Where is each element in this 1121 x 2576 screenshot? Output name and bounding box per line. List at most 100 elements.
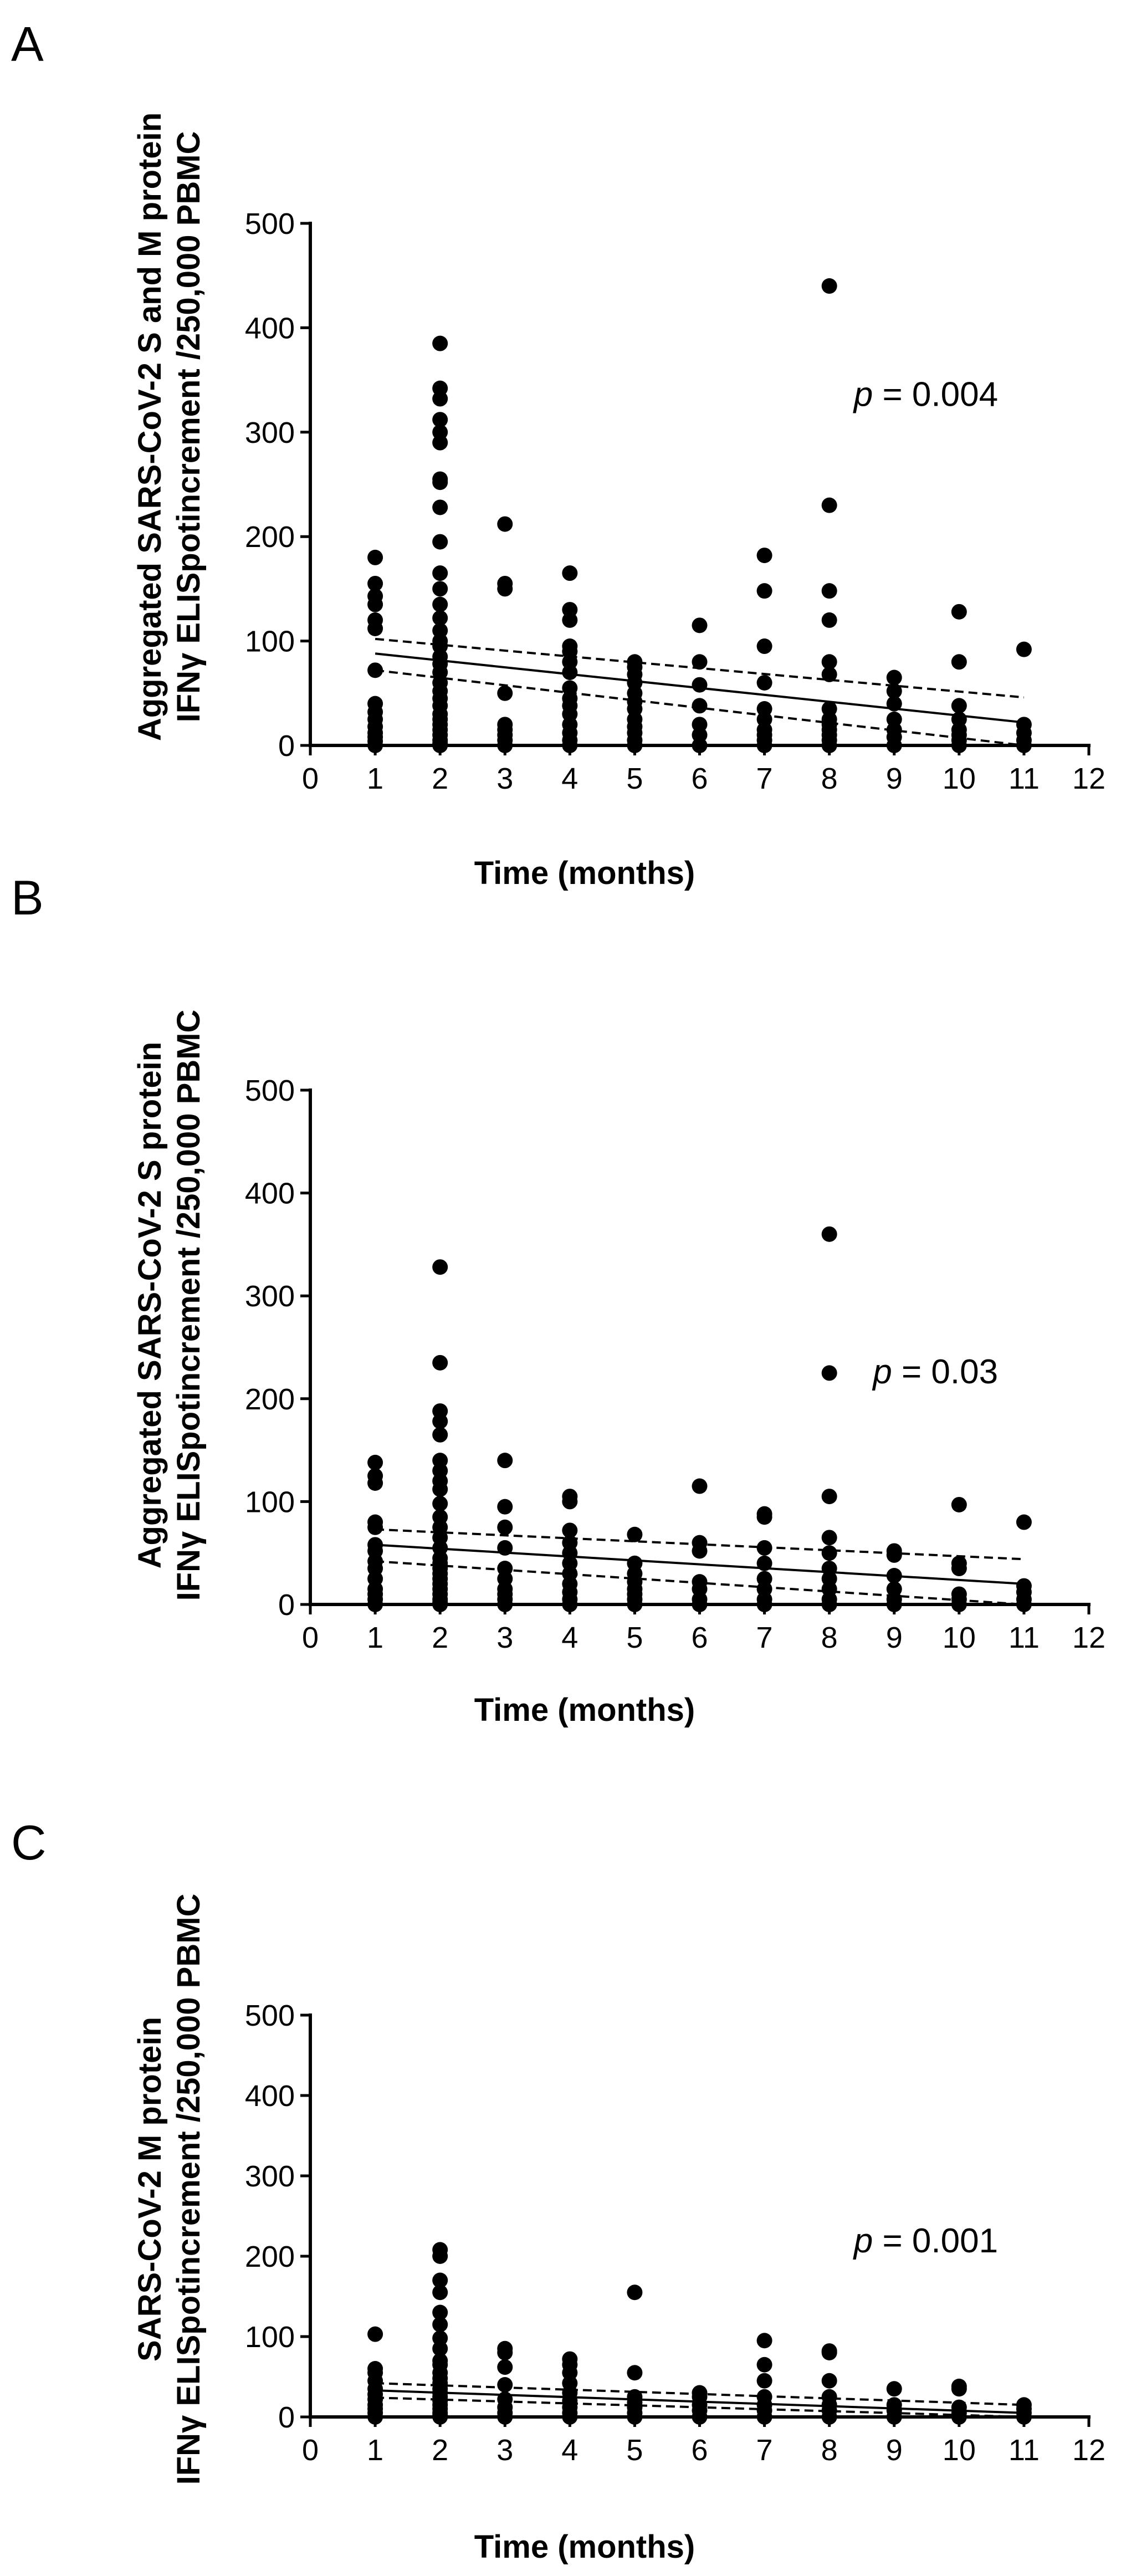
data-point (497, 1540, 513, 1556)
data-point (367, 596, 383, 612)
data-point (627, 2365, 643, 2381)
x-tick-label: 12 (1072, 1621, 1105, 1654)
panel-b: B Aggregated SARS-CoV-2 S protein IFNγ E… (11, 870, 1105, 1728)
x-tick-label: 7 (756, 762, 773, 795)
data-point (756, 2373, 772, 2389)
data-point (562, 565, 578, 581)
y-tick-label: 400 (245, 1177, 295, 1210)
x-tick-label: 0 (302, 2434, 319, 2467)
x-tick-label: 1 (367, 762, 383, 795)
data-point (562, 738, 578, 753)
data-point (886, 683, 902, 699)
data-point (432, 1496, 448, 1512)
x-tick-label: 8 (821, 2434, 838, 2467)
data-point (821, 654, 837, 670)
p-value-label: p = 0.001 (853, 2222, 998, 2260)
data-point (432, 581, 448, 597)
data-point (951, 2409, 967, 2425)
y-axis-title-line1: Aggregated SARS-CoV-2 S and M protein (132, 113, 168, 741)
data-point (562, 1494, 578, 1510)
data-point (432, 534, 448, 550)
data-point (367, 2409, 383, 2425)
data-point (432, 391, 448, 407)
data-point (756, 1509, 772, 1525)
y-tick-label: 0 (278, 2401, 295, 2434)
data-point (562, 1522, 578, 1539)
x-tick-label: 10 (943, 1621, 976, 1654)
p-value-label: p = 0.004 (853, 376, 998, 414)
data-point (886, 696, 902, 712)
y-axis-title-line1: Aggregated SARS-CoV-2 S protein (132, 1042, 168, 1569)
data-point (432, 2248, 448, 2264)
data-point (756, 738, 772, 753)
y-tick-label: 300 (245, 416, 295, 449)
data-point (821, 1226, 837, 1242)
p-value-text: = 0.03 (892, 1353, 998, 1391)
y-tick-label: 500 (245, 1999, 295, 2032)
p-value-text: = 0.004 (873, 376, 998, 414)
data-point (692, 1543, 708, 1559)
data-point (367, 549, 383, 565)
data-point (432, 2409, 448, 2425)
data-point (886, 1597, 902, 1612)
x-tick-label: 3 (496, 762, 513, 795)
data-point (1016, 738, 1032, 753)
data-point (497, 1453, 513, 1469)
data-point (432, 1597, 448, 1612)
data-point (821, 2409, 837, 2425)
data-point (756, 1555, 772, 1571)
data-point (367, 1519, 383, 1535)
panel-a: A Aggregated SARS-CoV-2 S and M protein … (11, 17, 1105, 891)
x-tick-label: 5 (626, 1621, 643, 1654)
data-point (432, 474, 448, 490)
x-tick-label: 2 (432, 1621, 448, 1654)
data-point (627, 2284, 643, 2301)
data-point (367, 738, 383, 753)
data-point (497, 1499, 513, 1515)
data-point (886, 738, 902, 753)
data-point (562, 665, 578, 681)
data-point (821, 2345, 837, 2360)
data-point (886, 669, 902, 686)
data-point (756, 583, 772, 599)
data-point (367, 1475, 383, 1491)
data-point (367, 662, 383, 678)
y-tick-label: 300 (245, 2160, 295, 2193)
p-value-symbol: p (853, 376, 873, 414)
data-point (497, 2359, 513, 2375)
x-tick-label: 9 (886, 762, 903, 795)
data-point (627, 738, 643, 753)
data-point (562, 2409, 578, 2425)
data-point (886, 2381, 902, 2397)
data-point (627, 1597, 643, 1612)
data-point (756, 548, 772, 564)
data-point (951, 738, 967, 753)
x-tick-label: 6 (691, 1621, 708, 1654)
x-tick-label: 4 (561, 762, 578, 795)
data-point (951, 698, 967, 714)
x-tick-label: 0 (302, 762, 319, 795)
data-point (692, 698, 708, 714)
data-point (497, 738, 513, 753)
data-point (821, 1597, 837, 1612)
x-axis-title: Time (months) (474, 2529, 695, 2565)
data-point (692, 617, 708, 633)
x-tick-label: 7 (756, 2434, 773, 2467)
data-point (821, 278, 837, 294)
data-point (951, 604, 967, 620)
data-point (692, 654, 708, 670)
data-point (692, 2409, 708, 2425)
data-point (821, 2373, 837, 2389)
y-axis-title-line2: IFNγ ELISpotincrement /250,000 PBMC (171, 131, 207, 723)
data-point (951, 1496, 967, 1512)
data-point (756, 1540, 772, 1556)
data-point (367, 620, 383, 636)
data-point (821, 1530, 837, 1546)
panel-c: C SARS-CoV-2 M protein IFNγ ELISpotincre… (11, 1815, 1105, 2565)
x-tick-label: 6 (691, 762, 708, 795)
data-point (367, 2326, 383, 2342)
data-point (432, 335, 448, 351)
data-point (692, 738, 708, 753)
data-point (756, 674, 772, 691)
